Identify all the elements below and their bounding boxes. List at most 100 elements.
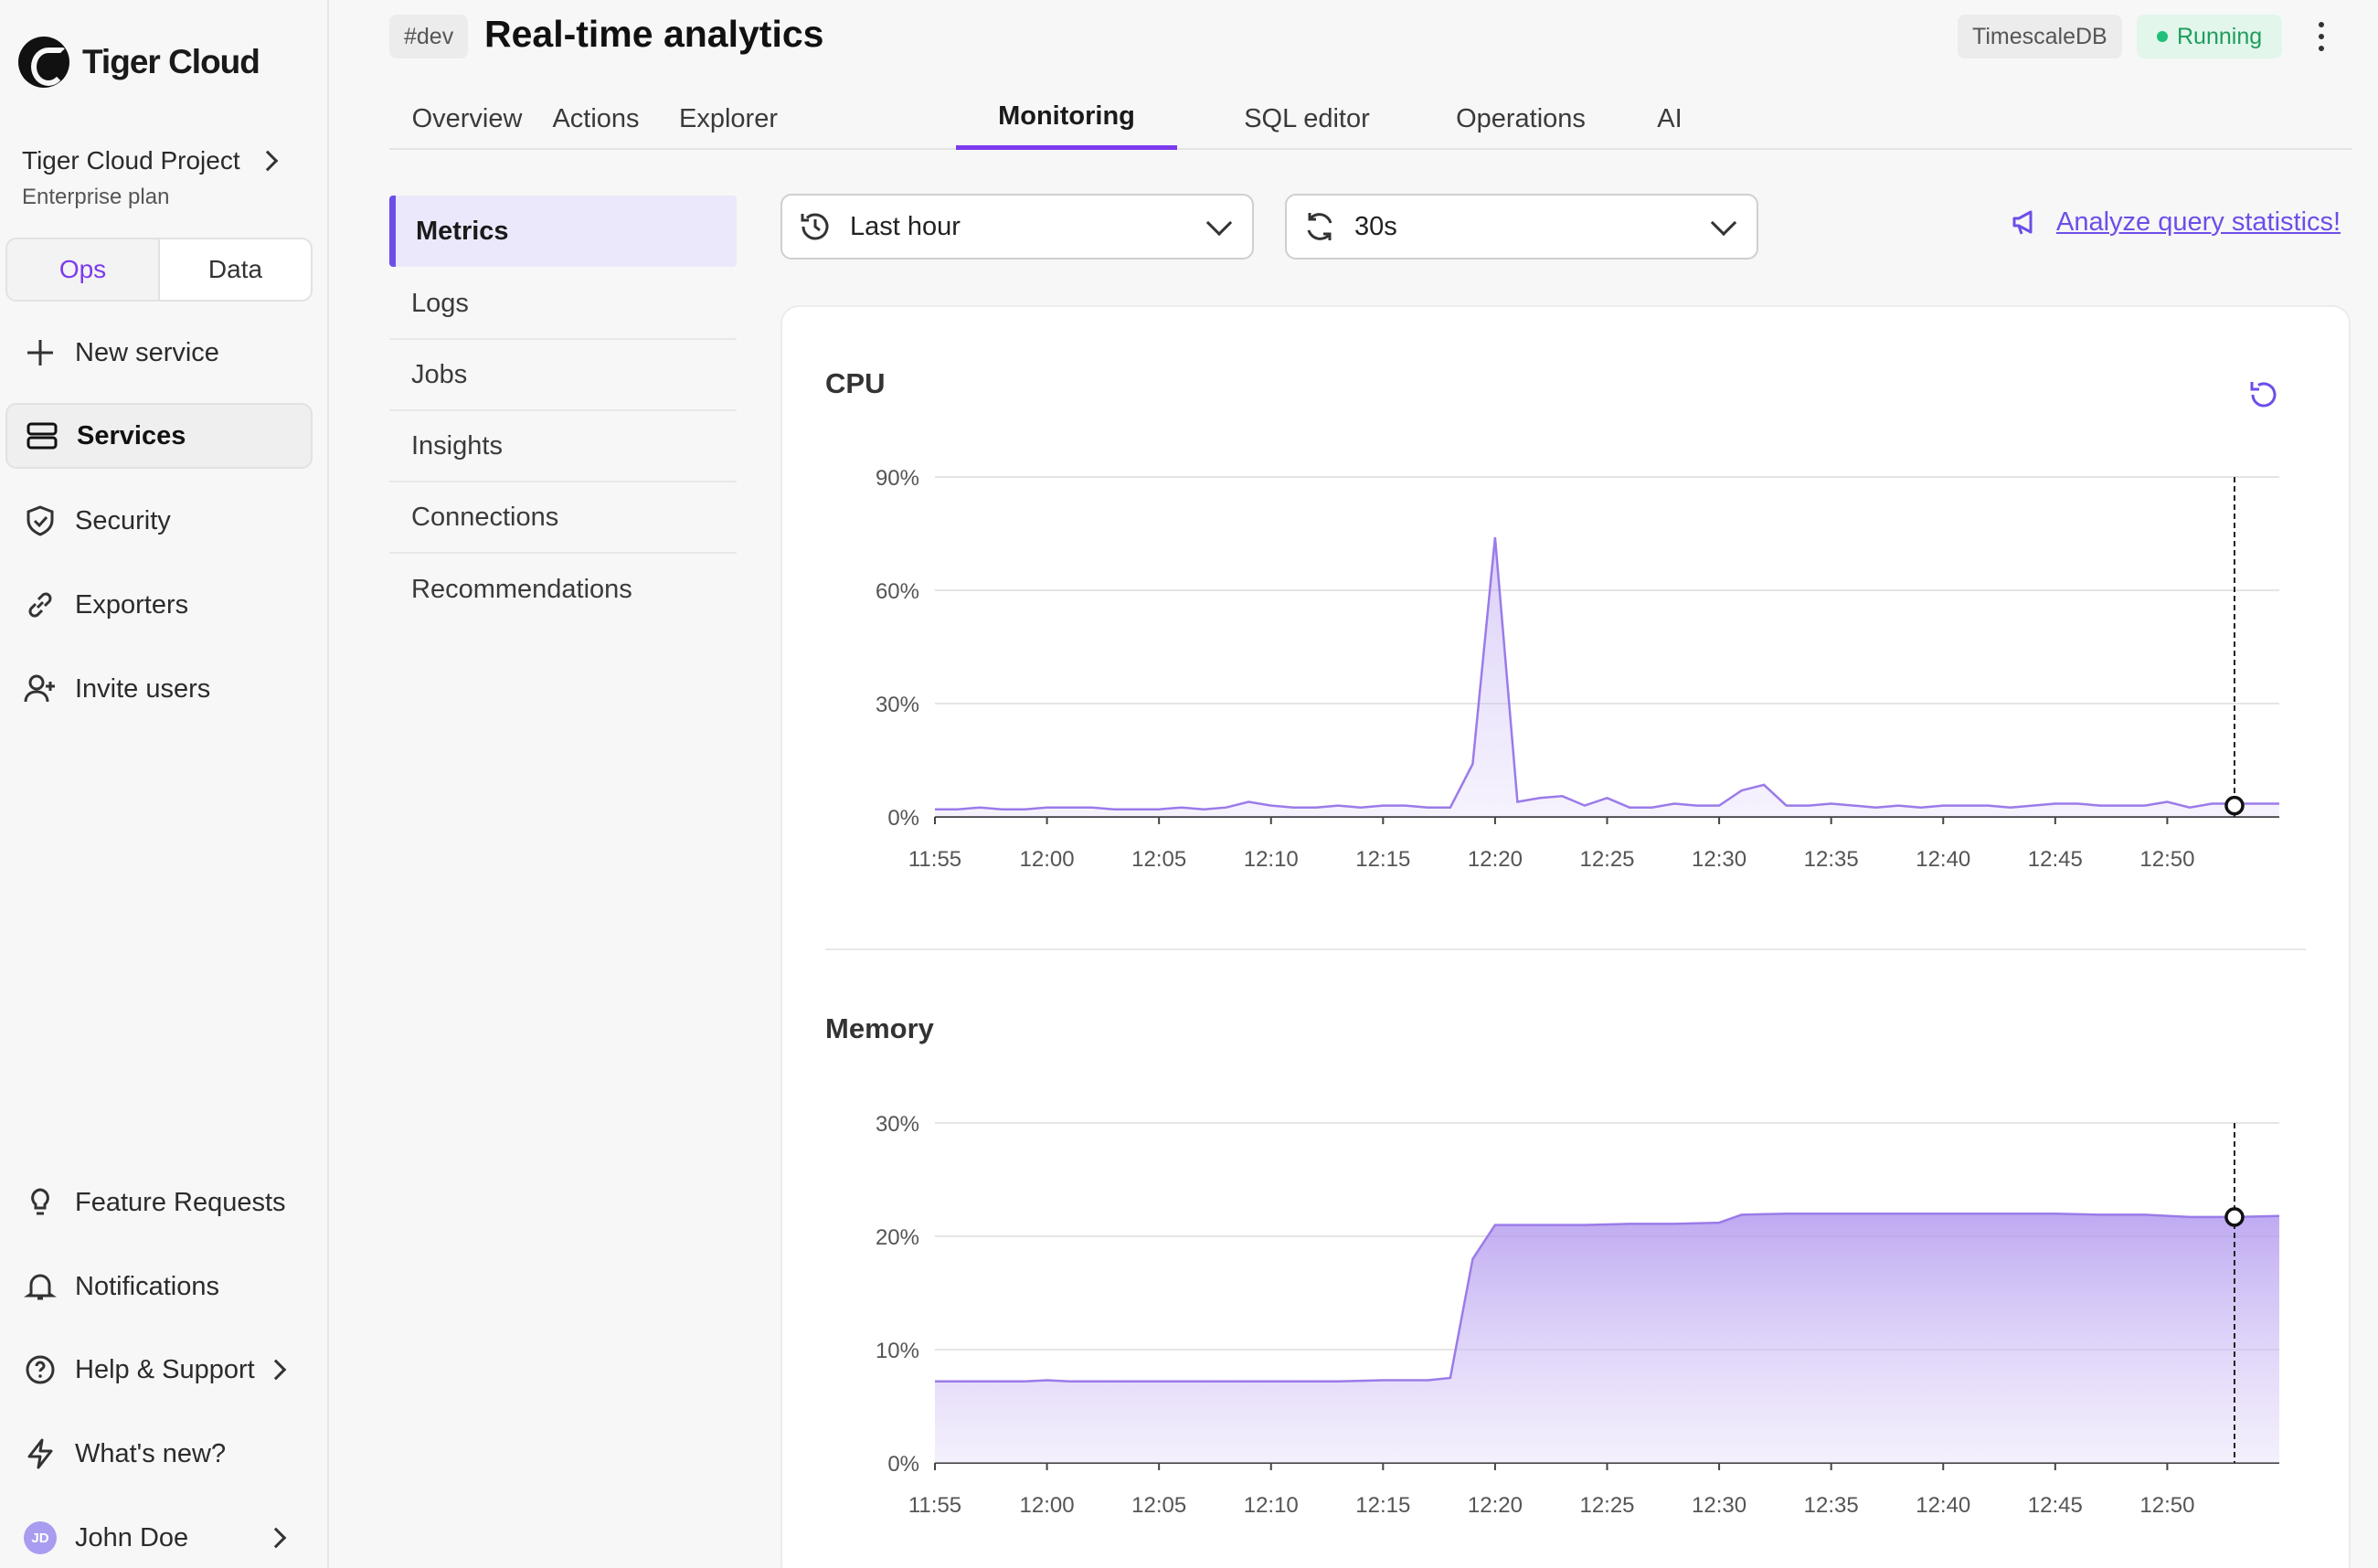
memory-x-tick-label: 12:35 — [1804, 1493, 1859, 1518]
nav-help-support[interactable]: Help & Support — [5, 1337, 313, 1403]
tab-overview[interactable]: Overview — [411, 103, 523, 133]
subnav-jobs[interactable]: Jobs — [389, 340, 737, 411]
nav-exporters[interactable]: Exporters — [5, 572, 313, 638]
page-title: Real-time analytics — [484, 13, 824, 55]
status-dot-icon — [2157, 31, 2168, 42]
tab-explorer[interactable]: Explorer — [679, 103, 778, 133]
cpu-x-tick-label: 12:05 — [1131, 847, 1186, 872]
memory-series-area — [935, 1213, 2279, 1463]
memory-x-tick-label: 12:30 — [1692, 1493, 1746, 1518]
memory-x-tick-label: 12:15 — [1355, 1493, 1410, 1518]
cpu-y-tick-label: 0% — [887, 806, 919, 831]
lightbulb-icon — [22, 1184, 58, 1221]
nav-security[interactable]: Security — [5, 488, 313, 554]
memory-x-tick-label: 12:50 — [2139, 1493, 2194, 1518]
toggle-ops[interactable]: Ops — [7, 239, 160, 300]
memory-x-tick-label: 12:00 — [1020, 1493, 1075, 1518]
nav-whats-new[interactable]: What's new? — [5, 1421, 313, 1487]
nav-label: New service — [75, 337, 219, 367]
nav-label: Help & Support — [75, 1354, 255, 1384]
sidebar: Tiger Cloud Tiger Cloud Project Enterpri… — [0, 0, 329, 1568]
user-name: John Doe — [75, 1522, 189, 1552]
nav-label: Notifications — [75, 1271, 219, 1301]
time-range-value: Last hour — [850, 211, 961, 241]
plus-icon — [22, 334, 58, 371]
cpu-x-tick-label: 12:25 — [1579, 847, 1634, 872]
tab-monitoring[interactable]: Monitoring — [956, 88, 1177, 150]
toggle-data[interactable]: Data — [207, 255, 263, 283]
cpu-x-tick-label: 12:10 — [1244, 847, 1299, 872]
analyze-query-label: Analyze query statistics! — [2056, 207, 2341, 237]
nav-label: Feature Requests — [75, 1187, 286, 1217]
nav-new-service[interactable]: New service — [5, 320, 313, 386]
project-plan: Enterprise plan — [22, 185, 170, 209]
engine-badge: TimescaleDB — [1958, 15, 2122, 58]
cpu-x-tick-label: 12:00 — [1020, 847, 1075, 872]
logo[interactable]: Tiger Cloud — [18, 37, 260, 88]
environment-tag[interactable]: #dev — [389, 15, 469, 58]
project-name: Tiger Cloud Project — [22, 146, 240, 175]
service-tabs: Overview Actions Explorer Monitoring SQL… — [389, 88, 2352, 150]
tab-ai[interactable]: AI — [1657, 103, 1683, 133]
status-badge: Running — [2137, 15, 2283, 58]
cpu-x-tick-label: 12:40 — [1916, 847, 1970, 872]
subnav-connections[interactable]: Connections — [389, 482, 737, 554]
memory-x-tick-label: 12:25 — [1579, 1493, 1634, 1518]
tab-operations[interactable]: Operations — [1456, 103, 1586, 133]
nav-invite-users[interactable]: Invite users — [5, 656, 313, 722]
cpu-cursor-point — [2224, 795, 2245, 816]
services-icon — [24, 418, 60, 454]
ops-data-toggle: Ops Data — [5, 238, 313, 302]
lightning-icon — [22, 1436, 58, 1472]
refresh-cycle-icon — [1307, 213, 1332, 240]
nav-label: Services — [77, 420, 186, 450]
memory-x-tick-label: 12:05 — [1131, 1493, 1186, 1518]
memory-x-tick-label: 12:10 — [1244, 1493, 1299, 1518]
memory-y-tick-label: 20% — [876, 1225, 919, 1250]
memory-y-tick-label: 30% — [876, 1112, 919, 1137]
status-label: Running — [2177, 23, 2263, 49]
more-options-icon[interactable] — [2312, 18, 2330, 55]
avatar: JD — [24, 1521, 57, 1554]
nav-feature-requests[interactable]: Feature Requests — [5, 1170, 313, 1235]
cpu-series-area — [935, 537, 2279, 817]
subnav-insights[interactable]: Insights — [389, 411, 737, 482]
memory-series-line — [935, 1212, 2280, 1383]
subnav-metrics[interactable]: Metrics — [389, 196, 737, 267]
chart-divider — [825, 948, 2306, 950]
refresh-interval-value: 30s — [1354, 211, 1397, 241]
cpu-x-tick-label: 12:35 — [1804, 847, 1859, 872]
tab-actions[interactable]: Actions — [552, 103, 640, 133]
memory-x-tick-label: 12:20 — [1468, 1493, 1523, 1518]
cpu-x-tick-label: 12:15 — [1355, 847, 1410, 872]
nav-label: Exporters — [75, 589, 189, 620]
memory-chart-title: Memory — [825, 1012, 934, 1044]
time-range-select[interactable]: Last hour — [780, 194, 1254, 260]
megaphone-icon — [2012, 210, 2033, 235]
subnav-recommendations[interactable]: Recommendations — [411, 574, 632, 604]
memory-x-tick-label: 12:40 — [1916, 1493, 1970, 1518]
refresh-interval-select[interactable]: 30s — [1285, 194, 1758, 260]
subnav-logs[interactable]: Logs — [389, 269, 737, 340]
user-plus-icon — [22, 671, 58, 707]
cpu-y-tick-label: 60% — [876, 579, 919, 604]
cpu-x-tick-label: 12:50 — [2139, 847, 2194, 872]
analyze-query-link[interactable]: Analyze query statistics! — [2011, 207, 2341, 238]
nav-label: Security — [75, 505, 171, 535]
cpu-x-tick-label: 12:45 — [2028, 847, 2083, 872]
nav-services[interactable]: Services — [5, 403, 313, 469]
project-selector[interactable]: Tiger Cloud Project Enterprise plan — [22, 146, 314, 210]
nav-label: What's new? — [75, 1438, 227, 1468]
cpu-series-line — [935, 536, 2279, 810]
cpu-y-tick-label: 90% — [876, 466, 919, 491]
link-icon — [22, 587, 58, 623]
logo-text: Tiger Cloud — [82, 43, 260, 80]
user-menu[interactable]: JD John Doe — [5, 1505, 313, 1568]
tiger-logo-icon — [18, 37, 69, 88]
reset-zoom-icon[interactable] — [2244, 375, 2284, 415]
memory-y-tick-label: 0% — [887, 1452, 919, 1477]
nav-notifications[interactable]: Notifications — [5, 1254, 313, 1319]
nav-label: Invite users — [75, 673, 211, 704]
tab-sql-editor[interactable]: SQL editor — [1244, 103, 1370, 133]
